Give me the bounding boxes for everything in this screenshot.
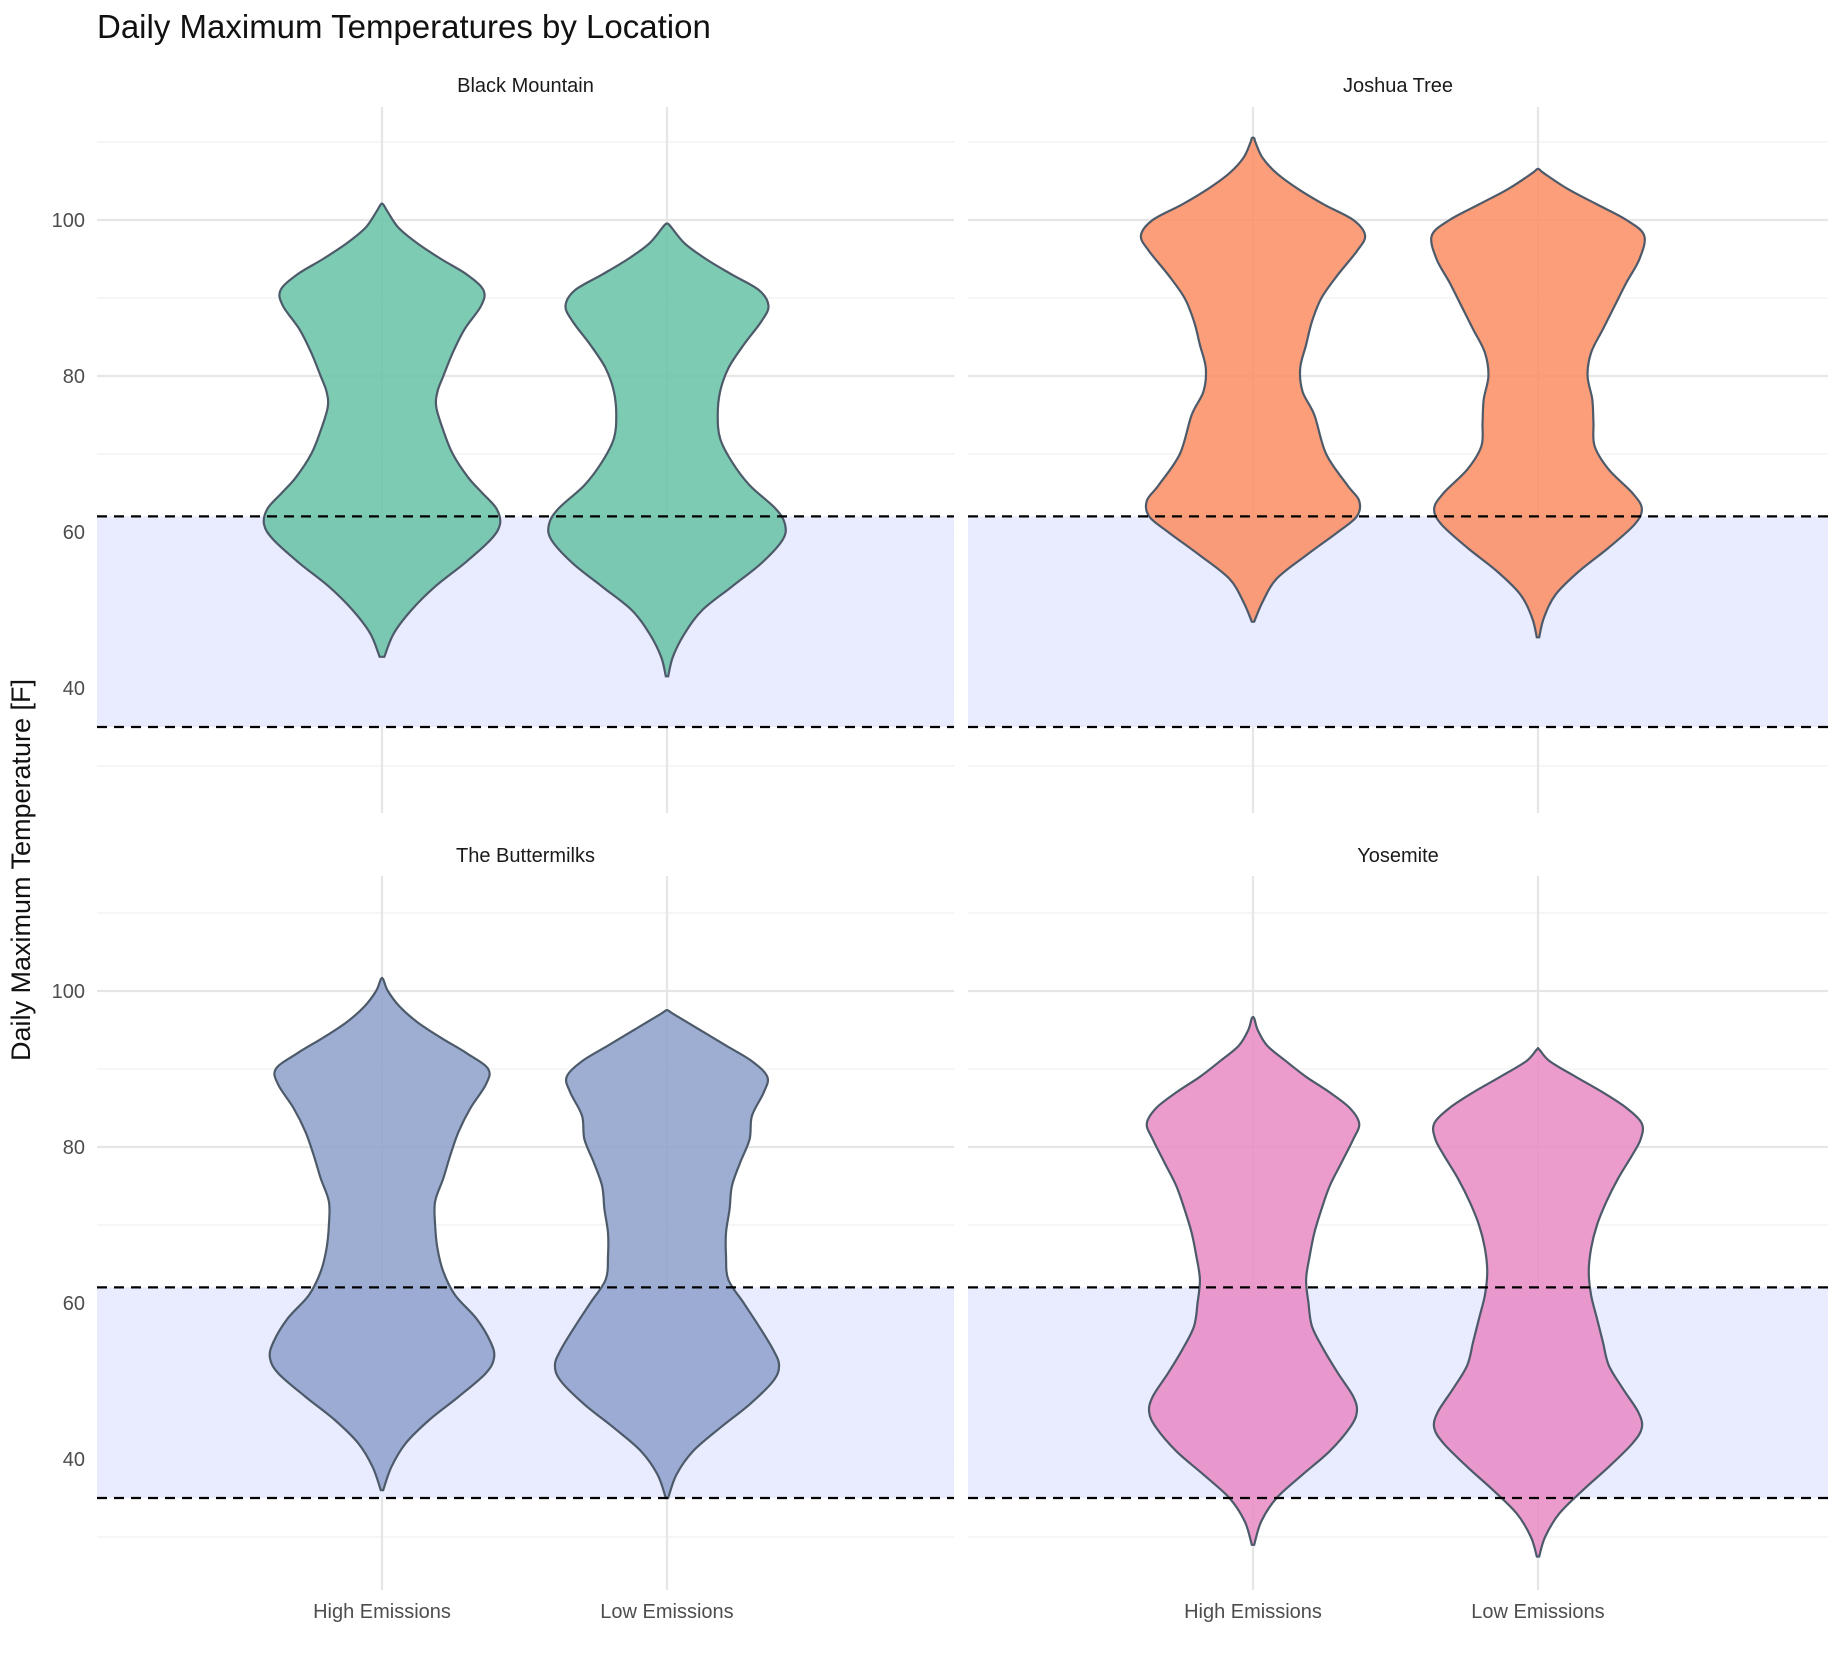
facet-strip-label: Yosemite [1357,845,1439,867]
reference-band [968,1287,1828,1498]
chart-title: Daily Maximum Temperatures by Location [97,8,711,45]
violin-high-emissions [1139,136,1367,623]
x-tick-label: High Emissions [1184,1601,1322,1623]
facet-panels: Black Mountain 40 60 80 100 Joshua Tree The Bu… [52,75,1828,1623]
violin-low-emissions [1430,167,1646,639]
x-tick-label: Low Emissions [600,1601,733,1623]
y-tick-label: 40 [63,678,85,700]
y-tick-label: 80 [63,1137,85,1159]
violin-low-emissions [553,1008,781,1500]
facet-strip-label: Joshua Tree [1343,75,1453,97]
y-tick-label: 100 [52,981,85,1003]
facet-strip-label: Black Mountain [457,75,594,97]
y-axis-label: Daily Maximum Temperature [F] [6,679,36,1061]
reference-band [97,1287,954,1498]
facet-panel: Black Mountain 40 60 80 100 [52,75,954,813]
violin-high-emissions [262,202,502,658]
x-tick-label: Low Emissions [1471,1601,1604,1623]
violin-high-emissions [268,976,496,1492]
y-tick-label: 80 [63,366,85,388]
facet-strip-label: The Buttermilks [456,845,595,867]
x-tick-label: High Emissions [313,1601,451,1623]
y-tick-label: 60 [63,522,85,544]
violin-high-emissions [1145,1015,1361,1546]
violin-low-emissions [547,222,787,678]
facet-panel: Yosemite High Emissions Low Emissions [968,845,1828,1623]
reference-band [97,516,954,727]
y-tick-label: 100 [52,210,85,232]
y-tick-label: 40 [63,1449,85,1471]
facet-panel: The Buttermilks 40 60 80 100 High Emissions Lo… [52,845,954,1623]
violin-low-emissions [1431,1046,1645,1558]
y-tick-label: 60 [63,1293,85,1315]
facet-panel: Joshua Tree [968,75,1828,813]
reference-band [968,516,1828,727]
